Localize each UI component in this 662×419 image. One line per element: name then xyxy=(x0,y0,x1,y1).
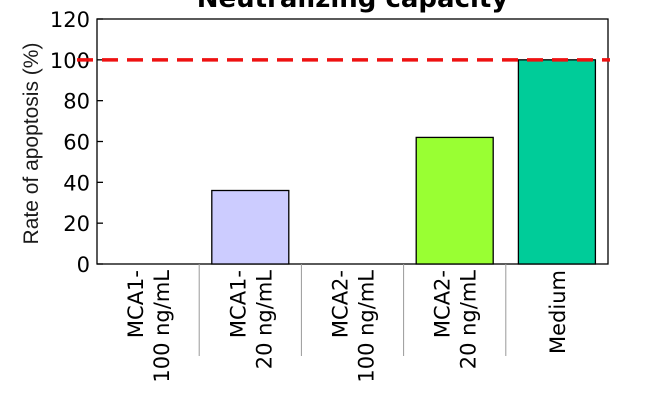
x-tick-label: MCA2- xyxy=(329,270,353,338)
bar xyxy=(211,189,290,265)
y-tick-label: 120 xyxy=(50,8,90,32)
y-tick-label: 80 xyxy=(63,90,90,114)
x-tick-label: MCA1- xyxy=(226,270,250,338)
x-tick-label: 20 ng/mL xyxy=(457,270,481,370)
x-tick-label: 100 ng/mL xyxy=(355,270,379,383)
x-tick-label: 20 ng/mL xyxy=(252,270,276,370)
y-axis-label: Rate of apoptosis (%) xyxy=(20,43,43,245)
x-tick-label: MCA1- xyxy=(124,270,148,338)
x-tick-label: 100 ng/mL xyxy=(150,270,174,383)
y-tick-label: 20 xyxy=(63,212,90,236)
x-tick-label: Medium xyxy=(546,270,570,354)
y-tick-label: 0 xyxy=(77,253,90,277)
x-tick-label: MCA2- xyxy=(431,270,455,338)
bar xyxy=(415,136,494,265)
y-tick-label: 60 xyxy=(63,131,90,155)
chart-title: Neutralizing capacity xyxy=(197,0,509,14)
y-tick-label: 40 xyxy=(63,171,90,195)
bar xyxy=(517,59,597,265)
